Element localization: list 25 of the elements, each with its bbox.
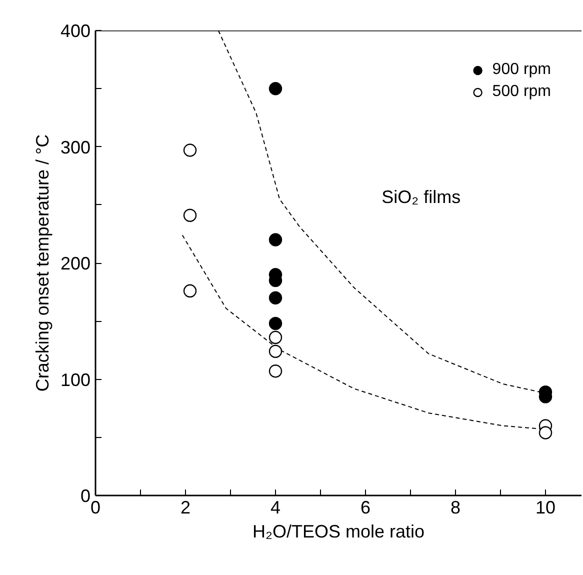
- y-tick-label: 200: [60, 254, 91, 274]
- x-tick-label: 4: [270, 498, 281, 518]
- point: [268, 344, 282, 358]
- legend-label: 500 rpm: [492, 83, 551, 101]
- point: [538, 426, 552, 440]
- y-tick-label: 400: [60, 21, 91, 41]
- point: [268, 316, 282, 330]
- point: [183, 208, 197, 222]
- point: [268, 291, 282, 304]
- y-tick-label: 300: [60, 137, 91, 158]
- x-tick-label: 6: [360, 498, 371, 518]
- y-tick-label: 100: [60, 370, 91, 390]
- x-tick-label: 10: [535, 498, 556, 518]
- annotation: SiO₂ films: [382, 187, 461, 208]
- point: [268, 330, 282, 344]
- point: [183, 284, 197, 298]
- x-tick-label: 8: [450, 498, 461, 518]
- legend-label: 900 rpm: [492, 61, 551, 79]
- x-tick-label: 2: [180, 498, 191, 518]
- point: [268, 233, 282, 246]
- x-axis-title: H₂O/TEOS mole ratio: [252, 522, 425, 542]
- point: [268, 82, 282, 96]
- point: [183, 144, 197, 157]
- y-axis-title: Cracking onset temperature / °C: [32, 134, 52, 392]
- point: [268, 364, 282, 378]
